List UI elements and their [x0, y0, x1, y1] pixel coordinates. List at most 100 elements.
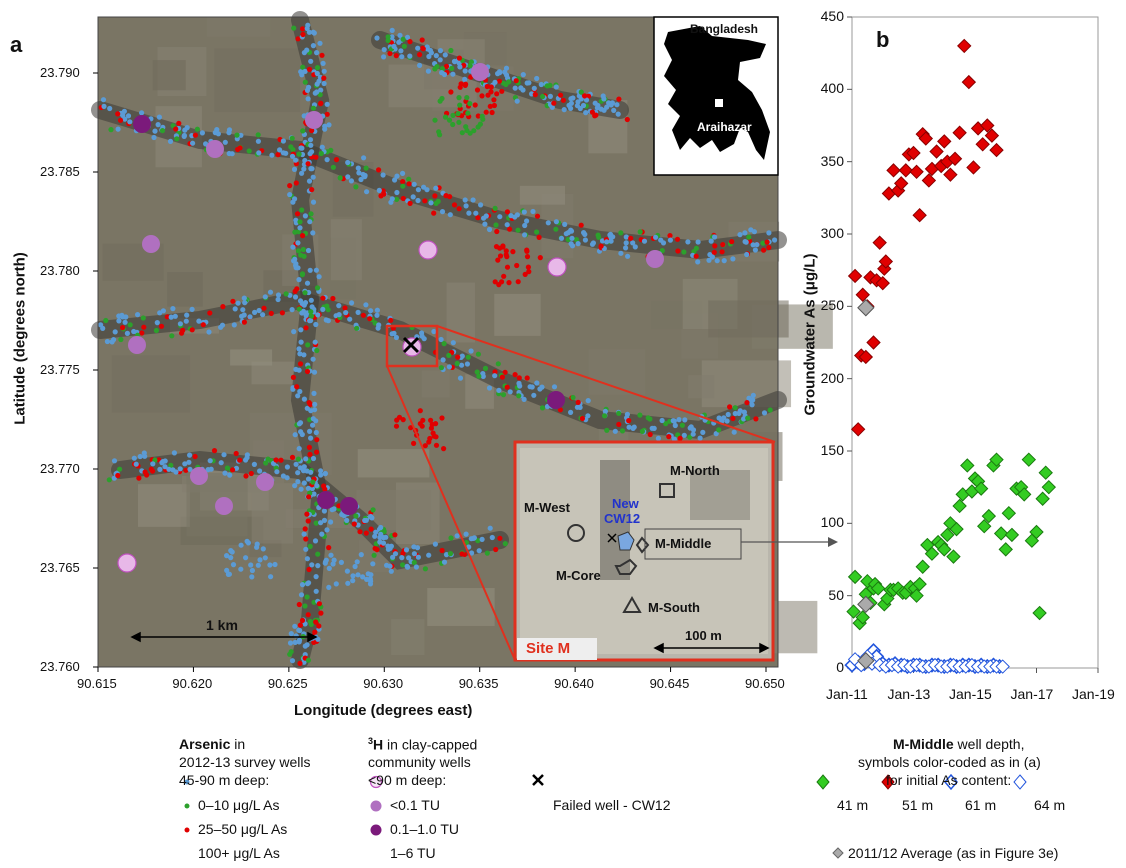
survey-well-dot	[499, 374, 505, 380]
survey-well-dot	[226, 150, 232, 157]
chart-point-41m	[973, 481, 989, 496]
survey-well-dot	[454, 533, 460, 539]
survey-well-dot	[730, 415, 736, 422]
survey-well-dot	[457, 102, 463, 108]
chart-point-41m	[915, 559, 930, 574]
inset-place-label: Araihazar	[697, 120, 752, 134]
survey-well-dot	[751, 229, 758, 235]
survey-well-dot	[309, 562, 315, 568]
survey-well-dot	[292, 256, 298, 262]
arsenic-legend-item-mid: 25–50 μg/L As	[198, 821, 288, 837]
survey-well-dot	[300, 26, 306, 32]
survey-well-dot	[558, 92, 564, 98]
depth-legend-41: 41 m	[837, 797, 869, 813]
survey-well-dot	[421, 336, 427, 342]
depth-legend-title: M-Middle well depth,	[893, 736, 1025, 752]
m-core-symbol	[614, 558, 638, 575]
survey-well-dot	[534, 75, 540, 82]
survey-well-dot	[301, 531, 307, 537]
survey-well-dot	[560, 97, 567, 103]
survey-well-dot	[305, 476, 312, 482]
survey-well-dot	[598, 243, 604, 249]
survey-well-dot	[183, 318, 189, 324]
survey-well-dot	[407, 200, 413, 206]
survey-well-dot	[137, 453, 143, 460]
survey-well-dot	[632, 244, 638, 250]
chart-point-51m	[850, 422, 866, 437]
survey-well-dot	[308, 435, 314, 441]
survey-well-dot	[415, 45, 421, 51]
survey-well-dot	[750, 392, 756, 398]
survey-well-dot	[512, 214, 518, 220]
survey-well-dot	[307, 137, 314, 143]
survey-well-dot	[653, 234, 659, 240]
survey-well-dot	[754, 242, 760, 248]
tritium-well-marker	[418, 240, 438, 260]
survey-well-dot	[378, 531, 384, 537]
survey-well-dot	[744, 400, 750, 406]
survey-well-dot	[296, 639, 302, 645]
survey-well-dot	[251, 461, 257, 467]
chart-point-51m	[918, 131, 934, 146]
survey-well-dot	[492, 373, 498, 379]
survey-well-dot	[522, 222, 528, 229]
survey-well-dot	[238, 132, 244, 138]
m-north-symbol	[659, 483, 675, 498]
survey-well-dot	[618, 250, 624, 256]
tritium-well-marker	[256, 473, 274, 491]
chart-point-41m	[1032, 605, 1047, 621]
map-y-tick-label: 23.785	[40, 164, 80, 179]
survey-well-dot	[500, 392, 507, 398]
survey-well-dot	[371, 552, 377, 558]
survey-well-dot	[524, 254, 531, 260]
survey-well-dot	[392, 551, 399, 557]
survey-well-dot	[245, 540, 251, 546]
survey-well-dot	[695, 259, 701, 265]
survey-well-dot	[473, 210, 479, 216]
survey-well-dot	[745, 415, 751, 421]
survey-well-dot	[675, 248, 681, 254]
survey-well-dot	[568, 227, 574, 233]
survey-well-dot	[294, 384, 300, 390]
survey-well-dot	[504, 384, 510, 390]
survey-well-dot	[687, 434, 693, 440]
survey-well-dot	[420, 46, 426, 52]
survey-well-dot	[411, 544, 417, 550]
survey-well-dot	[255, 138, 261, 144]
survey-well-dot	[296, 306, 302, 312]
survey-well-dot	[199, 130, 205, 136]
map-x-axis-label: Longitude (degrees east)	[294, 702, 473, 719]
survey-well-dot	[713, 431, 719, 437]
chart-point-51m	[872, 235, 887, 250]
survey-well-dot	[433, 185, 439, 191]
survey-well-dot	[291, 25, 297, 31]
survey-well-dot	[537, 255, 543, 261]
survey-well-dot	[364, 189, 370, 195]
depth-legend-61: 61 m	[965, 797, 997, 813]
survey-well-dot	[454, 360, 460, 367]
survey-well-dot	[468, 536, 474, 542]
survey-well-dot	[333, 157, 340, 163]
survey-well-dot	[438, 336, 444, 343]
survey-well-dot	[278, 457, 284, 463]
survey-well-dot	[224, 465, 230, 471]
tritium-legend-title: 3H in clay-capped	[368, 736, 478, 753]
field-patch	[251, 483, 294, 544]
survey-well-dot	[469, 550, 475, 556]
survey-well-dot	[545, 220, 551, 226]
survey-well-dot	[753, 416, 759, 422]
survey-well-dot	[685, 239, 691, 245]
survey-well-dot	[305, 581, 311, 587]
chart-point-41m	[940, 527, 955, 543]
survey-well-dot	[553, 219, 560, 225]
survey-well-dot	[406, 555, 412, 561]
survey-well-dot	[428, 417, 434, 423]
survey-well-dot	[727, 404, 733, 410]
survey-well-dot	[607, 231, 614, 237]
survey-well-dot	[295, 393, 301, 399]
depth-legend-line3: for initial As content:	[886, 772, 1012, 788]
survey-well-dot	[243, 457, 249, 463]
survey-well-dot	[385, 34, 391, 40]
